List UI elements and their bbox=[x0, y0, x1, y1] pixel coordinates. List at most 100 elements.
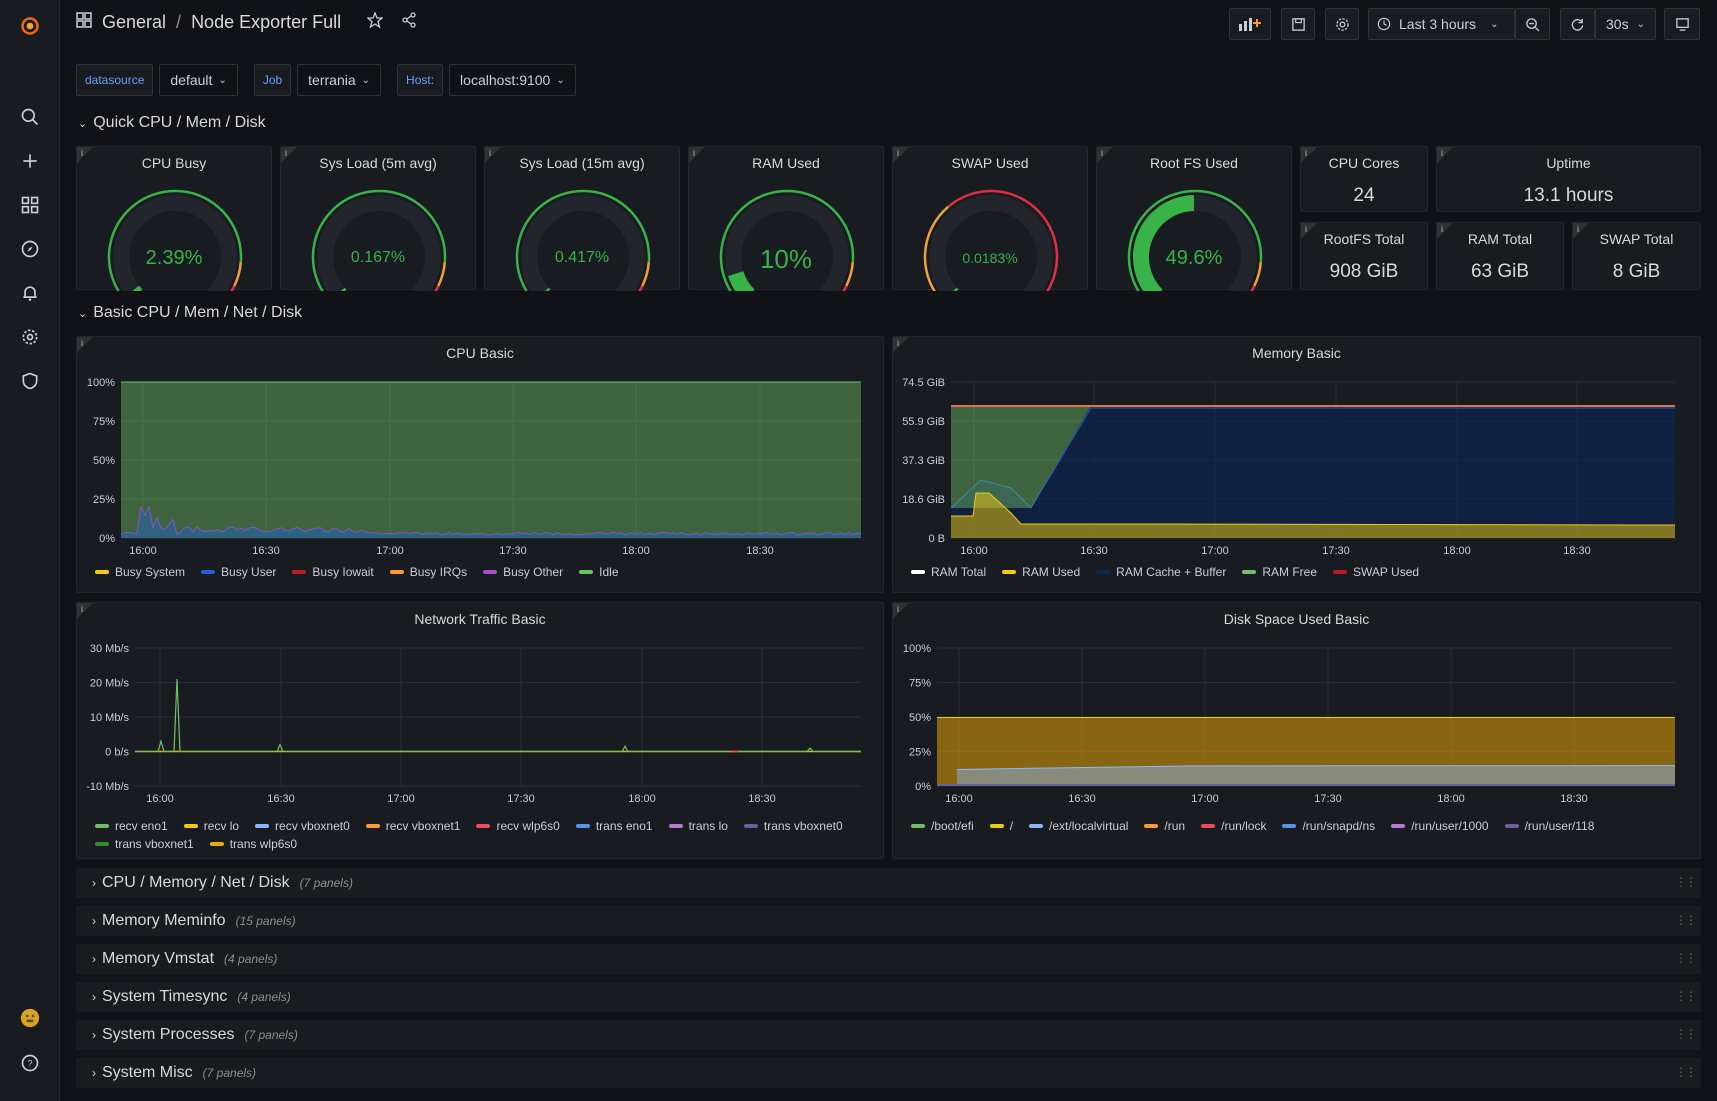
legend-item[interactable]: /run/lock bbox=[1201, 819, 1266, 833]
x-tick-label: 18:30 bbox=[746, 545, 774, 557]
legend-item[interactable]: trans eno1 bbox=[576, 819, 653, 833]
gauge-panel[interactable]: i Sys Load (15m avg) 0.417% bbox=[484, 146, 680, 290]
gauge-panel[interactable]: i SWAP Used 0.0183% bbox=[892, 146, 1088, 290]
panel-disk-space-used-basic[interactable]: i Disk Space Used Basic 100% 75% 50% 25% 0% 1… bbox=[892, 602, 1701, 859]
drag-handle-icon[interactable]: ⋮⋮ bbox=[1675, 875, 1695, 889]
collapsed-row-cpu-memory-net-disk[interactable]: › CPU / Memory / Net / Disk (7 panels) ⋮… bbox=[76, 868, 1701, 898]
search-icon[interactable] bbox=[18, 105, 42, 129]
stat-panel-uptime[interactable]: i Uptime 13.1 hours bbox=[1436, 146, 1701, 212]
alerting-bell-icon[interactable] bbox=[18, 281, 42, 305]
stat-panel-swap-total[interactable]: i SWAP Total 8 GiB bbox=[1572, 222, 1701, 290]
gauge-panel[interactable]: i CPU Busy 2.39% bbox=[76, 146, 272, 290]
gauge-chart bbox=[485, 177, 681, 291]
chevron-down-icon: ⌄ bbox=[1637, 19, 1645, 30]
legend-item[interactable]: Busy Other bbox=[483, 565, 563, 579]
dashboard-title[interactable]: Node Exporter Full bbox=[191, 12, 341, 33]
legend-label: trans vboxnet1 bbox=[115, 837, 194, 851]
legend-label: trans wlp6s0 bbox=[230, 837, 297, 851]
legend-item[interactable]: recv wlp6s0 bbox=[476, 819, 559, 833]
chart-legend: recv eno1 recv lo recv vboxnet0 recv vboxne… bbox=[95, 819, 871, 851]
panel-title: RootFS Total bbox=[1301, 231, 1427, 247]
gauge-panel[interactable]: i Sys Load (5m avg) 0.167% bbox=[280, 146, 476, 290]
y-tick-label: 0% bbox=[99, 533, 115, 545]
drag-handle-icon[interactable]: ⋮⋮ bbox=[1675, 1027, 1695, 1041]
panel-network-traffic-basic[interactable]: i Network Traffic Basic 30 Mb/s 20 Mb/s 10… bbox=[76, 602, 884, 859]
legend-item[interactable]: trans lo bbox=[669, 819, 728, 833]
settings-gear-icon[interactable] bbox=[18, 325, 42, 349]
chevron-down-icon: ⌄ bbox=[78, 307, 87, 320]
stat-panel-ram-total[interactable]: i RAM Total 63 GiB bbox=[1436, 222, 1564, 290]
save-dashboard-button[interactable] bbox=[1281, 8, 1315, 40]
tv-mode-button[interactable] bbox=[1664, 8, 1700, 40]
drag-handle-icon[interactable]: ⋮⋮ bbox=[1675, 951, 1695, 965]
gauge-panel[interactable]: i RAM Used 10% bbox=[688, 146, 884, 290]
panel-title: CPU Busy bbox=[77, 155, 271, 171]
legend-item[interactable]: trans vboxnet0 bbox=[744, 819, 843, 833]
var-select-host[interactable]: localhost:9100 ⌄ bbox=[449, 64, 576, 96]
stat-panel-cpu-cores[interactable]: i CPU Cores 24 bbox=[1300, 146, 1428, 212]
legend-item[interactable]: RAM Cache + Buffer bbox=[1096, 565, 1226, 579]
dashboards-icon[interactable] bbox=[18, 193, 42, 217]
dashboard-settings-button[interactable] bbox=[1325, 8, 1359, 40]
legend-item[interactable]: RAM Free bbox=[1242, 565, 1317, 579]
shield-icon[interactable] bbox=[18, 369, 42, 393]
drag-handle-icon[interactable]: ⋮⋮ bbox=[1675, 1065, 1695, 1079]
collapsed-row-memory-meminfo[interactable]: › Memory Meminfo (15 panels) ⋮⋮ bbox=[76, 906, 1701, 936]
collapsed-row-system-misc[interactable]: › System Misc (7 panels) ⋮⋮ bbox=[76, 1058, 1701, 1088]
collapsed-row-memory-vmstat[interactable]: › Memory Vmstat (4 panels) ⋮⋮ bbox=[76, 944, 1701, 974]
stat-value: 13.1 hours bbox=[1437, 185, 1700, 207]
refresh-button[interactable] bbox=[1560, 8, 1595, 40]
legend-item[interactable]: Idle bbox=[579, 565, 618, 579]
legend-item[interactable]: RAM Total bbox=[911, 565, 986, 579]
row-basic-cpu-mem-net-disk[interactable]: ⌄ Basic CPU / Mem / Net / Disk bbox=[78, 304, 302, 322]
x-tick-label: 16:00 bbox=[129, 545, 157, 557]
var-select-job[interactable]: terrania ⌄ bbox=[297, 64, 381, 96]
collapsed-row-system-processes[interactable]: › System Processes (7 panels) ⋮⋮ bbox=[76, 1020, 1701, 1050]
row-quick-cpu-mem-disk[interactable]: ⌄ Quick CPU / Mem / Disk bbox=[78, 114, 266, 132]
legend-item[interactable]: Busy IRQs bbox=[390, 565, 467, 579]
legend-item[interactable]: Busy Iowait bbox=[292, 565, 373, 579]
share-icon[interactable] bbox=[401, 12, 417, 33]
explore-compass-icon[interactable] bbox=[18, 237, 42, 261]
panel-cpu-basic[interactable]: i CPU Basic 100% 75% 50% 25% 0% 16:00 16:30 17:… bbox=[76, 336, 884, 593]
legend-item[interactable]: /run bbox=[1144, 819, 1185, 833]
legend-item[interactable]: /boot/efi bbox=[911, 819, 974, 833]
gauge-panel[interactable]: i Root FS Used 49.6% bbox=[1096, 146, 1292, 290]
legend-item[interactable]: recv eno1 bbox=[95, 819, 168, 833]
legend-item[interactable]: /run/snapd/ns bbox=[1282, 819, 1375, 833]
legend-item[interactable]: Busy User bbox=[201, 565, 276, 579]
time-range-picker[interactable]: Last 3 hours ⌄ bbox=[1368, 8, 1515, 40]
y-tick-label: 30 Mb/s bbox=[90, 643, 130, 655]
legend-item[interactable]: /run/user/118 bbox=[1505, 819, 1595, 833]
legend-item[interactable]: recv vboxnet0 bbox=[255, 819, 350, 833]
add-panel-button[interactable] bbox=[1229, 8, 1271, 40]
legend-item[interactable]: recv lo bbox=[184, 819, 239, 833]
drag-handle-icon[interactable]: ⋮⋮ bbox=[1675, 913, 1695, 927]
legend-item[interactable]: SWAP Used bbox=[1333, 565, 1419, 579]
panel-memory-basic[interactable]: i Memory Basic 74.5 GiB 55.9 GiB 37.3 GiB 1… bbox=[892, 336, 1701, 593]
legend-item[interactable]: recv vboxnet1 bbox=[366, 819, 461, 833]
var-select-datasource[interactable]: default ⌄ bbox=[159, 64, 237, 96]
legend-item[interactable]: /run/user/1000 bbox=[1391, 819, 1488, 833]
legend-item[interactable]: trans wlp6s0 bbox=[210, 837, 297, 851]
legend-item[interactable]: trans vboxnet1 bbox=[95, 837, 194, 851]
help-icon[interactable]: ? bbox=[18, 1051, 42, 1075]
grafana-logo-icon[interactable] bbox=[16, 12, 44, 40]
legend-swatch bbox=[1029, 824, 1043, 828]
collapsed-row-system-timesync[interactable]: › System Timesync (4 panels) ⋮⋮ bbox=[76, 982, 1701, 1012]
zoom-out-button[interactable] bbox=[1515, 8, 1550, 40]
star-icon[interactable] bbox=[367, 12, 383, 33]
refresh-interval-picker[interactable]: 30s ⌄ bbox=[1595, 8, 1656, 40]
breadcrumb-folder[interactable]: General bbox=[102, 12, 166, 33]
user-avatar[interactable] bbox=[18, 1006, 42, 1030]
stat-panel-rootfs-total[interactable]: i RootFS Total 908 GiB bbox=[1300, 222, 1428, 290]
legend-item[interactable]: /ext/localvirtual bbox=[1029, 819, 1128, 833]
plus-icon[interactable] bbox=[18, 149, 42, 173]
legend-item[interactable]: / bbox=[990, 819, 1013, 833]
x-tick-label: 18:00 bbox=[628, 793, 656, 805]
legend-item[interactable]: Busy System bbox=[95, 565, 185, 579]
x-tick-label: 16:30 bbox=[252, 545, 280, 557]
row-title-label: Memory Vmstat bbox=[102, 950, 214, 968]
drag-handle-icon[interactable]: ⋮⋮ bbox=[1675, 989, 1695, 1003]
legend-item[interactable]: RAM Used bbox=[1002, 565, 1080, 579]
